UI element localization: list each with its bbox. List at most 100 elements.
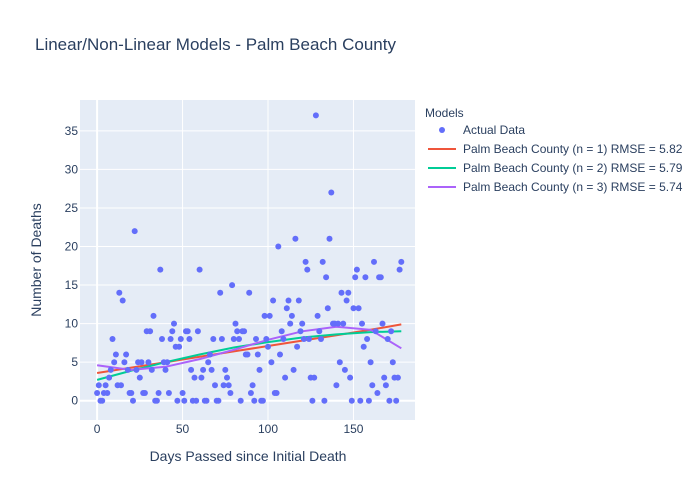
- legend-title: Models: [425, 106, 464, 120]
- data-point: [357, 397, 364, 404]
- data-point: [169, 328, 176, 335]
- data-point: [251, 397, 258, 404]
- legend-item[interactable]: Palm Beach County (n = 1) RMSE = 5.82: [428, 142, 683, 156]
- data-point: [283, 305, 290, 312]
- data-point: [338, 289, 345, 296]
- data-point: [244, 351, 251, 358]
- y-tick-label: 25: [65, 201, 79, 215]
- data-point: [217, 289, 224, 296]
- data-point: [323, 274, 330, 281]
- data-point: [200, 366, 207, 373]
- data-point: [350, 305, 357, 312]
- data-point: [341, 366, 348, 373]
- y-tick-label: 0: [71, 394, 78, 408]
- data-point: [237, 397, 244, 404]
- x-tick-label: 100: [258, 422, 278, 436]
- data-point: [278, 328, 285, 335]
- data-point: [218, 336, 225, 342]
- y-axis-title: Number of Deaths: [28, 203, 44, 317]
- data-point: [290, 366, 297, 373]
- data-point: [112, 351, 119, 358]
- data-point: [133, 366, 140, 373]
- data-point: [193, 397, 200, 404]
- data-point: [398, 258, 405, 265]
- x-axis-title: Days Passed since Initial Death: [150, 448, 347, 464]
- data-point: [167, 336, 174, 342]
- data-point: [353, 266, 360, 273]
- data-point: [119, 297, 126, 304]
- data-point: [270, 297, 277, 304]
- data-point: [288, 312, 295, 319]
- data-point: [277, 351, 283, 358]
- data-point: [210, 336, 217, 342]
- y-tick-labels: 0 5 10 15 20 25 30 35: [65, 124, 79, 408]
- data-point: [364, 336, 371, 342]
- data-point: [150, 312, 157, 319]
- data-point: [227, 390, 234, 396]
- data-point: [328, 189, 335, 196]
- data-point: [261, 312, 268, 319]
- data-point: [292, 235, 299, 242]
- data-point: [367, 359, 374, 366]
- x-tick-label: 150: [343, 422, 363, 436]
- data-point: [95, 382, 102, 389]
- data-point: [118, 382, 124, 389]
- data-point: [359, 320, 365, 327]
- legend-item[interactable]: Palm Beach County (n = 2) RMSE = 5.79: [428, 161, 683, 175]
- data-point: [188, 366, 195, 373]
- legend-item[interactable]: Actual Data: [439, 123, 525, 137]
- data-point: [333, 382, 340, 389]
- data-point: [224, 374, 230, 381]
- data-point: [104, 390, 111, 396]
- data-point: [165, 390, 172, 396]
- data-point: [326, 235, 333, 242]
- y-tick-label: 35: [65, 124, 79, 138]
- data-point: [335, 320, 342, 327]
- data-point: [287, 320, 294, 327]
- data-point: [282, 374, 289, 381]
- legend-label: Palm Beach County (n = 1) RMSE = 5.82: [463, 142, 683, 156]
- data-point: [184, 328, 191, 335]
- data-point: [372, 328, 379, 335]
- data-point: [396, 266, 403, 273]
- legend-marker: [439, 127, 445, 133]
- data-point: [123, 351, 130, 358]
- data-point: [340, 320, 347, 327]
- data-point: [203, 397, 210, 404]
- data-point: [196, 266, 203, 273]
- legend-item[interactable]: Palm Beach County (n = 3) RMSE = 5.74: [428, 180, 683, 194]
- y-tick-label: 5: [71, 355, 78, 369]
- data-point: [345, 289, 352, 296]
- data-point: [379, 320, 386, 327]
- data-point: [186, 336, 193, 342]
- data-point: [155, 390, 162, 396]
- data-point: [162, 366, 169, 373]
- data-point: [311, 374, 318, 381]
- data-point: [102, 382, 109, 389]
- data-point: [365, 397, 372, 404]
- data-point: [157, 266, 164, 273]
- data-point: [304, 266, 311, 273]
- y-tick-label: 15: [65, 278, 79, 292]
- data-point: [266, 312, 273, 319]
- y-tick-label: 10: [65, 317, 79, 331]
- data-point: [352, 274, 359, 281]
- data-point: [206, 351, 213, 358]
- data-point: [299, 320, 306, 327]
- data-point: [145, 359, 152, 366]
- data-point: [249, 382, 256, 389]
- data-point: [381, 374, 388, 381]
- data-point: [128, 390, 135, 396]
- data-point: [369, 382, 376, 389]
- data-point: [205, 359, 212, 366]
- data-point: [225, 382, 232, 389]
- data-point: [138, 359, 145, 366]
- data-point: [295, 297, 302, 304]
- data-point: [148, 366, 155, 373]
- data-point: [241, 328, 248, 335]
- data-point: [164, 359, 171, 366]
- data-point: [136, 374, 143, 381]
- legend[interactable]: Models Actual Data Palm Beach County (n =…: [425, 106, 683, 194]
- data-point: [247, 390, 254, 396]
- data-point: [94, 390, 101, 396]
